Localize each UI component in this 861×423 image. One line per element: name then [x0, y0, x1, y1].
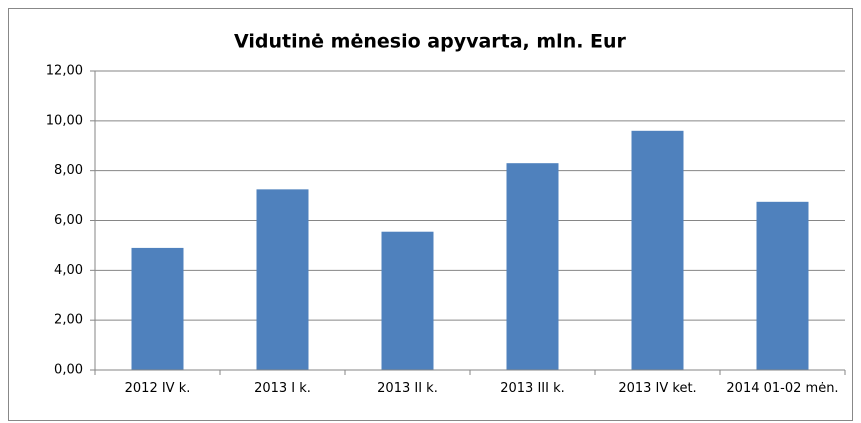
- x-tick-label: 2013 II k.: [377, 381, 438, 396]
- x-tick-label: 2013 III k.: [500, 381, 565, 396]
- y-tick-label: 8,00: [54, 163, 83, 178]
- y-tick-label: 6,00: [54, 213, 83, 228]
- y-tick-label: 12,00: [46, 64, 83, 79]
- y-tick-label: 4,00: [54, 263, 83, 278]
- chart-title: Vidutinė mėnesio apyvarta, mln. Eur: [234, 31, 627, 53]
- x-tick-label: 2012 IV k.: [124, 381, 191, 396]
- x-tick-label: 2014 01-02 mėn.: [726, 381, 839, 396]
- bar: [756, 201, 809, 370]
- bar: [506, 163, 559, 370]
- bar: [381, 231, 434, 370]
- bar: [631, 130, 684, 370]
- y-tick-label: 2,00: [54, 313, 83, 328]
- bar: [256, 189, 309, 370]
- y-tick-label: 10,00: [46, 113, 83, 128]
- x-tick-label: 2013 IV ket.: [618, 381, 697, 396]
- y-tick-label: 0,00: [54, 363, 83, 378]
- bar: [131, 247, 184, 370]
- x-tick-label: 2013 I k.: [254, 381, 311, 396]
